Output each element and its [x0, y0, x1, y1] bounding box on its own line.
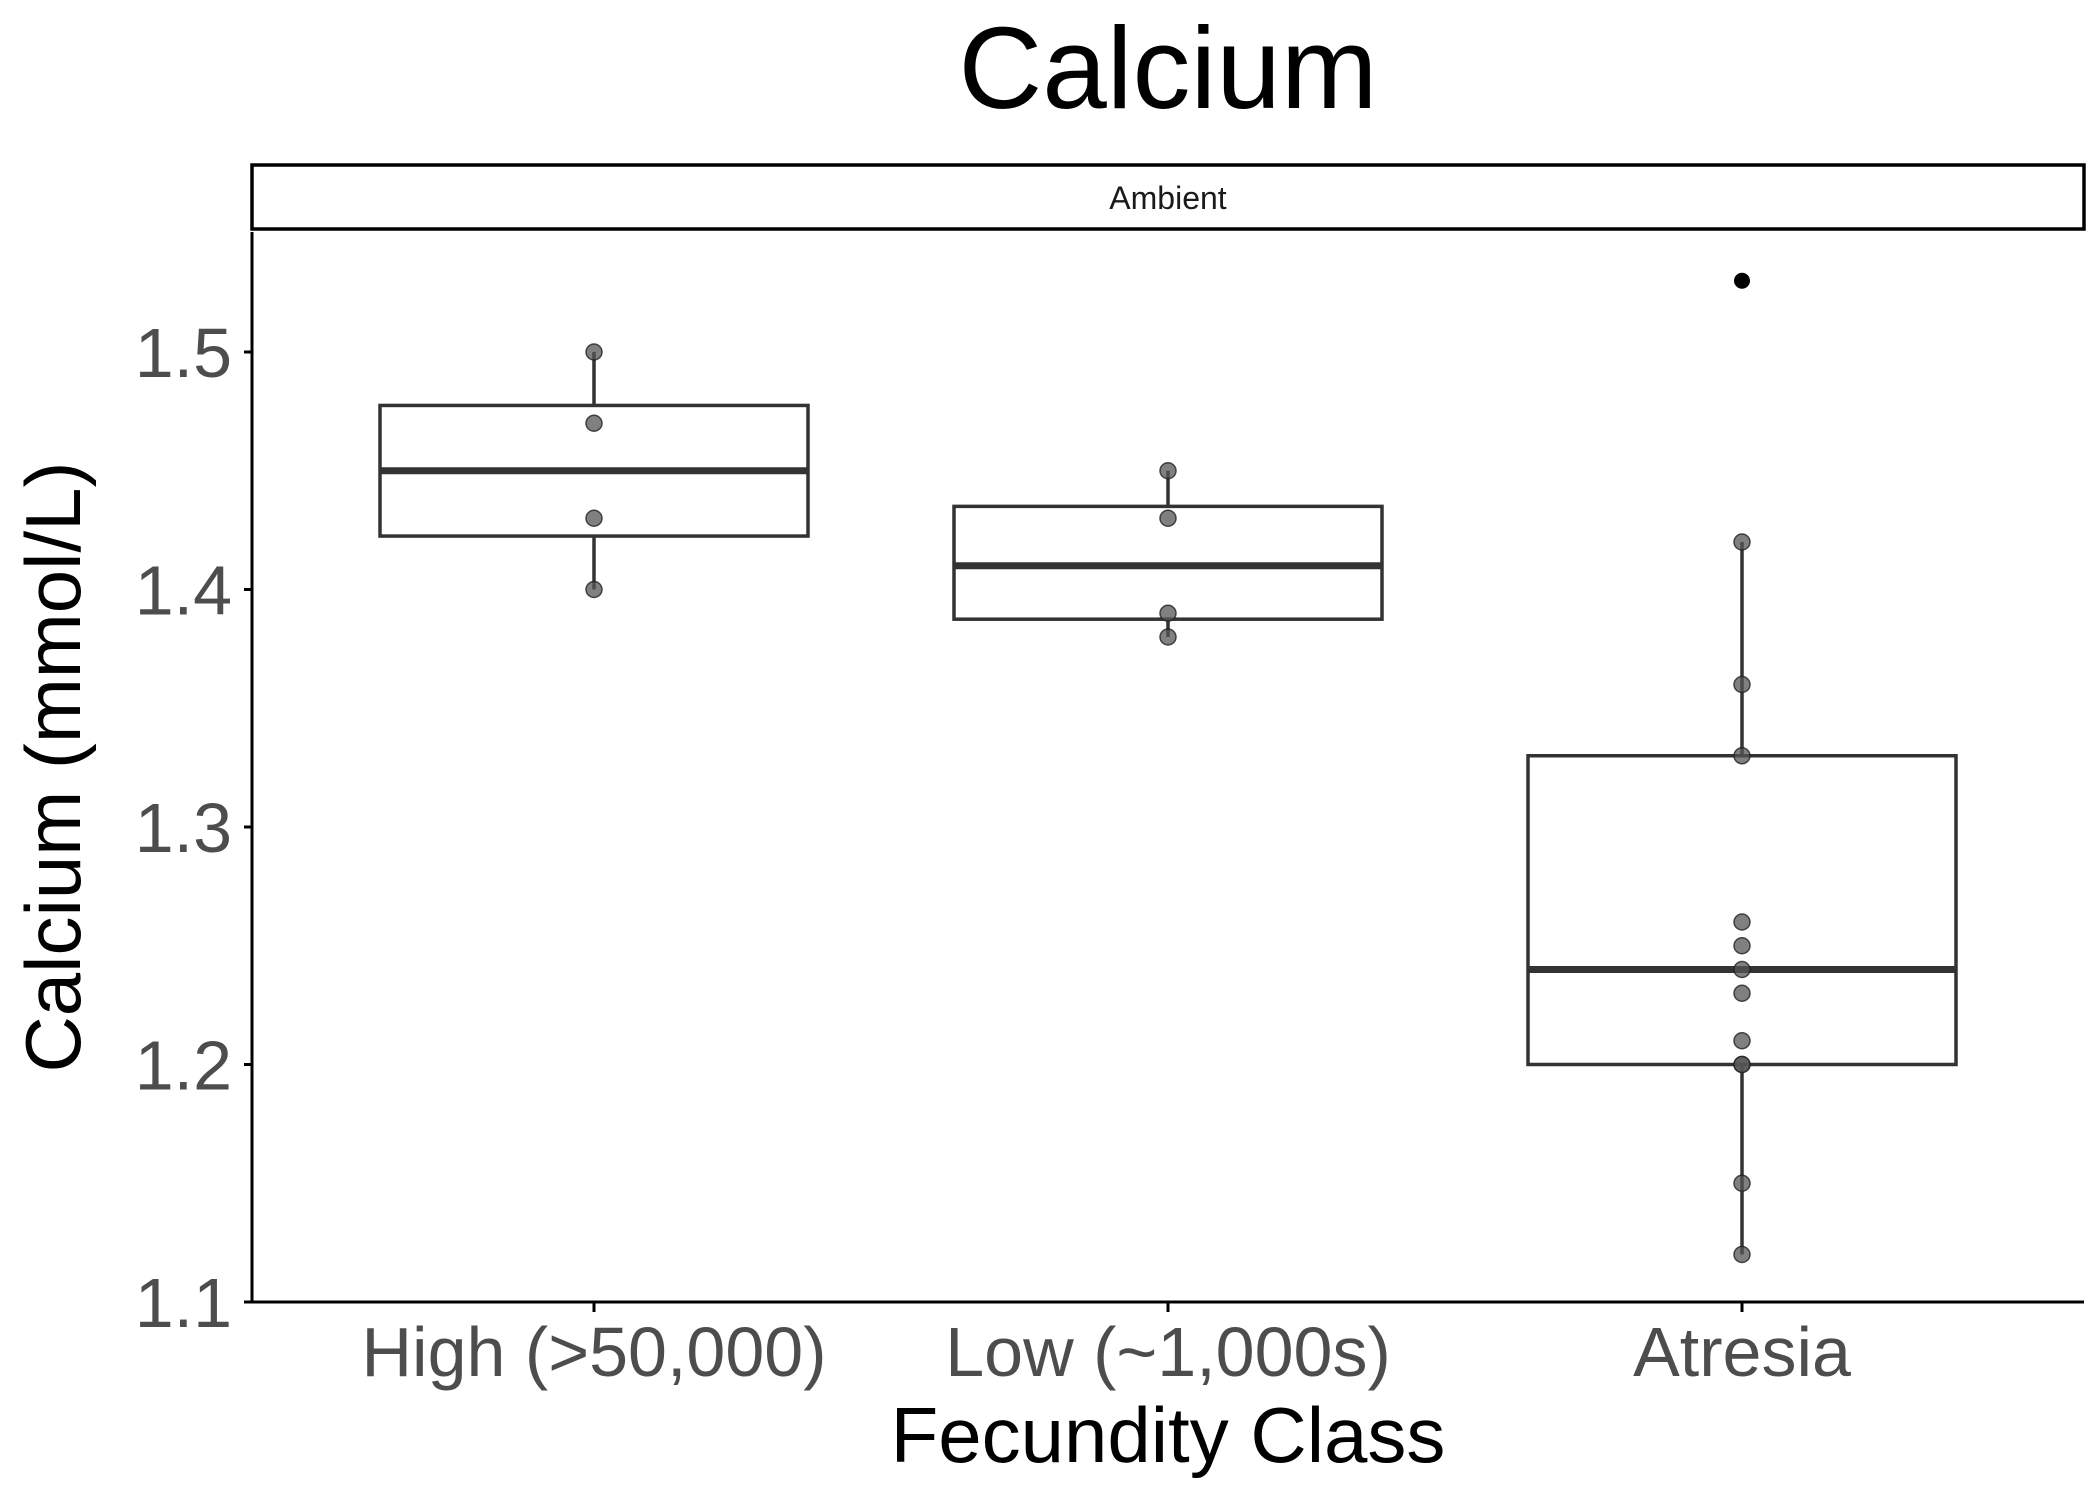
data-point	[1733, 747, 1751, 765]
data-point	[1159, 462, 1177, 480]
data-point	[1733, 675, 1751, 694]
data-point	[585, 580, 603, 599]
boxes-layer	[378, 272, 1958, 1255]
data-point	[585, 414, 603, 432]
data-point	[1159, 509, 1177, 527]
x-tick-label: High (>50,000)	[361, 1313, 826, 1391]
data-point	[1733, 1032, 1751, 1050]
y-tick-label: 1.2	[135, 1027, 232, 1105]
x-axis-title: Fecundity Class	[891, 1391, 1446, 1479]
y-tick-label: 1.3	[135, 789, 232, 867]
box-iqr	[1526, 754, 1958, 1067]
data-point	[1733, 913, 1751, 931]
outlier-point	[1734, 272, 1750, 289]
data-point	[1733, 533, 1751, 551]
data-point	[1733, 960, 1751, 979]
data-point	[585, 509, 603, 527]
y-axis-title: Calcium (mmol/L)	[9, 461, 97, 1072]
x-axis-ticks: High (>50,000) Low (~1,000s) Atresia	[361, 1302, 1851, 1391]
data-point	[1159, 604, 1177, 622]
y-tick-label: 1.1	[135, 1264, 232, 1342]
data-point	[1733, 1174, 1751, 1192]
y-tick-label: 1.5	[135, 314, 232, 392]
data-point	[1733, 1055, 1751, 1074]
facet-strip	[250, 163, 2086, 231]
points-layer	[585, 343, 1751, 1264]
data-point	[1733, 1245, 1751, 1264]
chart-title: Calcium	[959, 3, 1378, 133]
y-axis-ticks: 1.1 1.2 1.3 1.4 1.5	[135, 314, 252, 1342]
data-point	[1733, 937, 1751, 955]
x-tick-label: Low (~1,000s)	[945, 1313, 1391, 1391]
data-point	[1159, 628, 1177, 646]
data-point	[585, 343, 603, 361]
x-tick-label: Atresia	[1633, 1313, 1851, 1391]
data-point	[1733, 984, 1751, 1002]
facet-label: Ambient	[1109, 180, 1227, 216]
y-tick-label: 1.4	[135, 552, 232, 630]
